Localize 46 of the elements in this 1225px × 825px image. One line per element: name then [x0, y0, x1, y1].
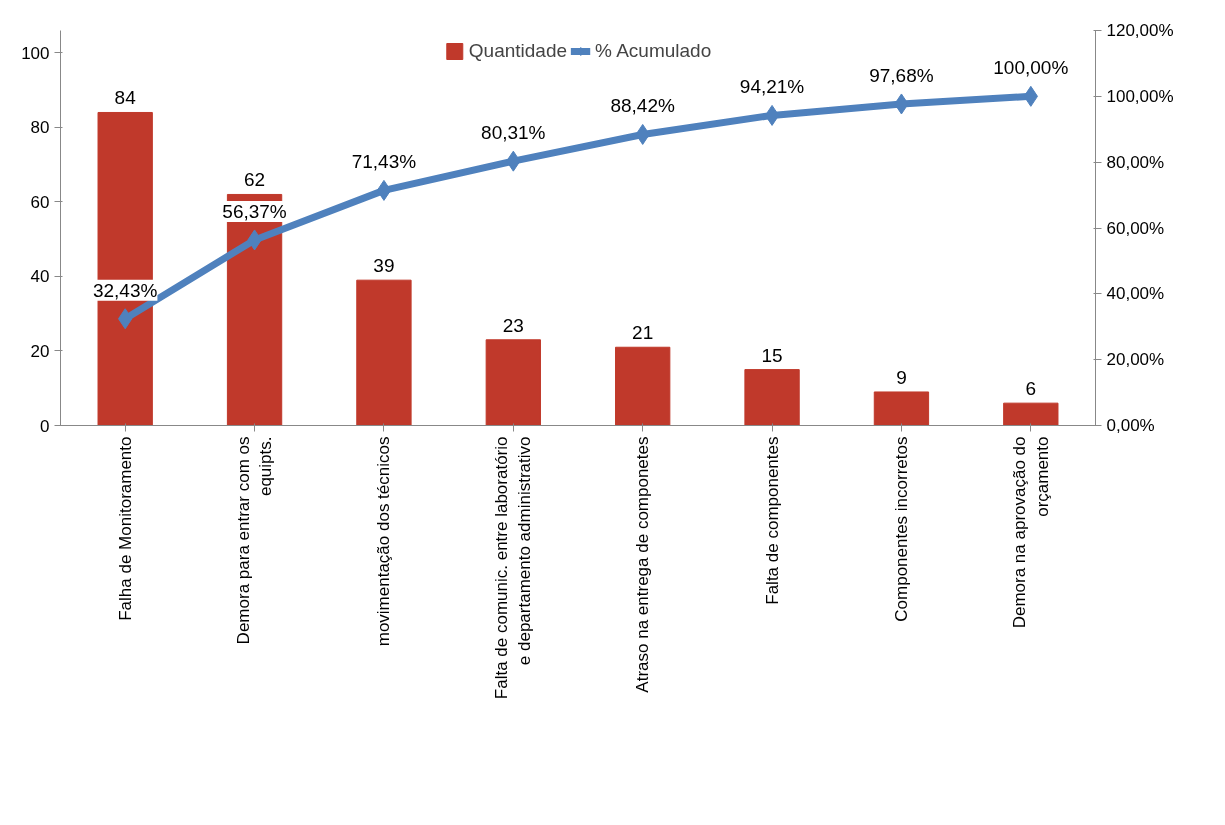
- data-label: 97,68%: [869, 64, 934, 86]
- x-tick-label: Demora para entrar com os equipts.: [233, 436, 276, 645]
- point: [376, 179, 392, 201]
- y-tick-label: 80: [30, 118, 50, 138]
- y2-tick-label: 40,00%: [1106, 284, 1165, 304]
- data-label: 56,37%: [222, 200, 287, 222]
- legend-label: Quantidade: [468, 40, 568, 62]
- data-label: 9: [896, 366, 907, 388]
- y2-tick-label: 60,00%: [1106, 218, 1165, 238]
- point: [764, 104, 780, 126]
- data-label: 6: [1025, 378, 1037, 400]
- x-tick-label: movimentação dos técnicos: [374, 436, 394, 647]
- data-label: 21: [632, 322, 654, 344]
- data-label: 71,43%: [351, 151, 417, 173]
- y-tick-label: 100: [21, 43, 50, 63]
- y2-tick-label: 20,00%: [1106, 350, 1165, 370]
- y-tick-label: 20: [30, 341, 50, 361]
- data-label: 62: [244, 169, 266, 191]
- y-tick-label: 40: [30, 267, 50, 287]
- data-label: 15: [761, 344, 783, 366]
- x-tick-label: Atraso na entrega de componetes: [633, 436, 653, 693]
- data-label: 39: [373, 255, 395, 277]
- legend-label: % Acumulado: [595, 40, 712, 62]
- x-tick-label: Componentes incorretos: [891, 436, 911, 622]
- bar: [356, 279, 412, 426]
- bar: [485, 339, 541, 426]
- data-label: 88,42%: [610, 95, 676, 117]
- y-tick-label: 0: [40, 416, 50, 436]
- data-label: 32,43%: [92, 279, 158, 301]
- y-tick-label: 60: [30, 192, 50, 212]
- data-label: 94,21%: [739, 76, 805, 98]
- y2-tick-label: 120,00%: [1106, 21, 1174, 40]
- y2-tick-label: 80,00%: [1106, 152, 1165, 172]
- x-tick-label: Demora na aprovação do orçamento: [1009, 436, 1052, 629]
- bar: [615, 346, 671, 426]
- bar: [873, 391, 930, 426]
- data-label: 23: [502, 314, 524, 336]
- x-tick-label: Falha de Monitoramento: [115, 436, 135, 621]
- data-label: 80,31%: [481, 122, 546, 144]
- data-label: 84: [114, 87, 137, 109]
- bar: [1003, 402, 1059, 426]
- y2-tick-label: 100,00%: [1106, 86, 1174, 106]
- y2-tick-label: 0,00%: [1106, 416, 1155, 435]
- bar: [744, 369, 800, 426]
- x-tick-label: Falta de componentes: [762, 436, 782, 605]
- data-label: 100,00%: [993, 57, 1069, 79]
